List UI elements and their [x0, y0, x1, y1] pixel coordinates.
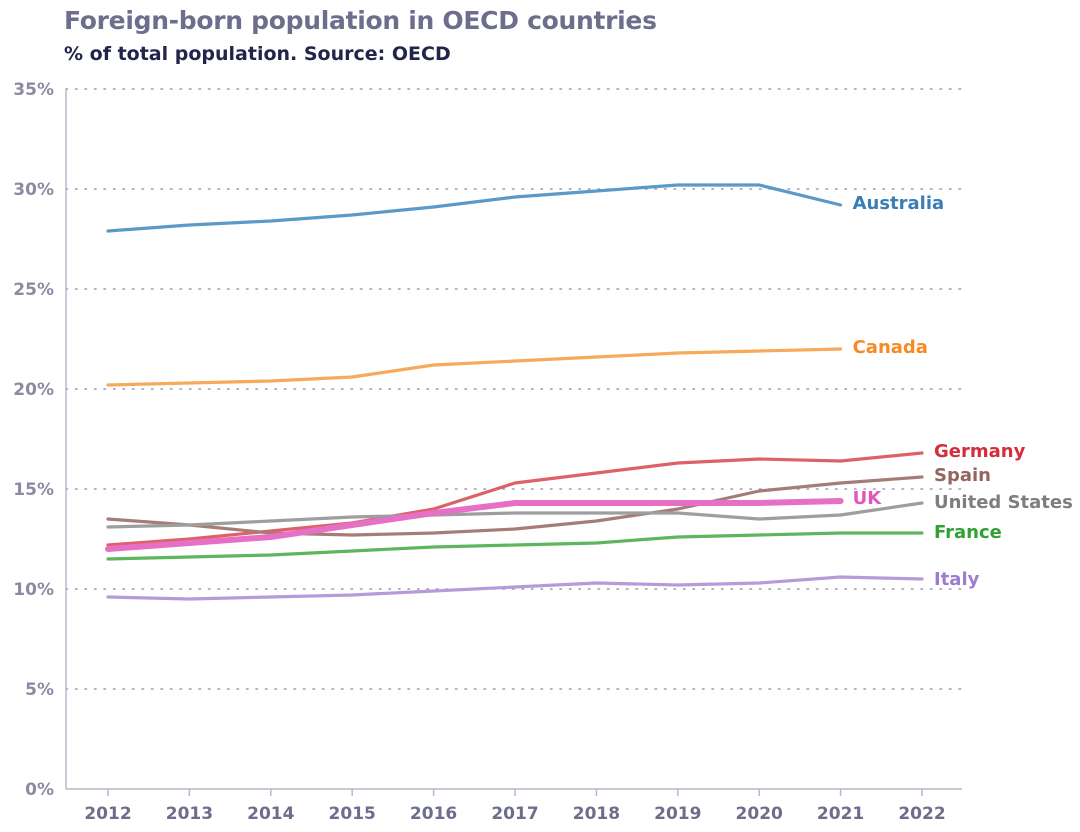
series-line-italy [106, 575, 924, 601]
y-tick-label: 5% [25, 680, 54, 700]
x-tick-label: 2020 [736, 804, 783, 824]
gridlines [65, 88, 963, 690]
x-tick-label: 2022 [898, 804, 945, 824]
y-tick-label: 15% [13, 480, 54, 500]
series-line-germany [106, 451, 924, 547]
x-tick-label: 2014 [247, 804, 294, 824]
x-tick-label: 2018 [573, 804, 620, 824]
series-lines [105, 183, 924, 601]
chart-title: Foreign-born population in OECD countrie… [64, 6, 657, 35]
y-tick-label: 10% [13, 580, 54, 600]
series-line-canada [106, 347, 843, 387]
series-label-germany: Germany [934, 441, 1026, 462]
series-line-united-states [106, 501, 924, 529]
series-label-canada: Canada [853, 337, 928, 358]
y-tick-label: 35% [13, 80, 54, 100]
series-label-italy: Italy [934, 569, 980, 590]
y-tick-label: 0% [25, 780, 54, 800]
axes [65, 89, 962, 790]
x-tick-label: 2016 [410, 804, 457, 824]
x-tick-label: 2015 [329, 804, 376, 824]
chart-subtitle: % of total population. Source: OECD [64, 43, 451, 65]
series-label-australia: Australia [853, 193, 945, 214]
y-tick-label: 25% [13, 280, 54, 300]
x-tick-label: 2012 [84, 804, 131, 824]
series-line-spain [106, 475, 924, 537]
y-tick-label: 30% [13, 180, 54, 200]
series-label-uk: UK [853, 488, 883, 509]
series-label-spain: Spain [934, 465, 991, 486]
x-tick-label: 2021 [817, 804, 864, 824]
series-line-australia [106, 183, 843, 233]
series-labels: Australia Canada Germany Spain United States… [853, 193, 1073, 590]
x-tick-label: 2019 [654, 804, 701, 824]
y-tick-label: 20% [13, 380, 54, 400]
series-label-france: France [934, 522, 1002, 543]
x-tick-label: 2013 [166, 804, 213, 824]
x-axis-ticks: 2012 2013 2014 2015 2016 2017 2018 2019 2020 2021… [84, 789, 946, 824]
x-tick-label: 2017 [491, 804, 538, 824]
series-line-uk [105, 498, 844, 552]
y-axis-ticks: 0% 5% 10% 15% 20% 25% 30% 35% [13, 80, 54, 800]
series-line-france [106, 531, 924, 561]
series-label-united-states: United States [934, 492, 1073, 513]
